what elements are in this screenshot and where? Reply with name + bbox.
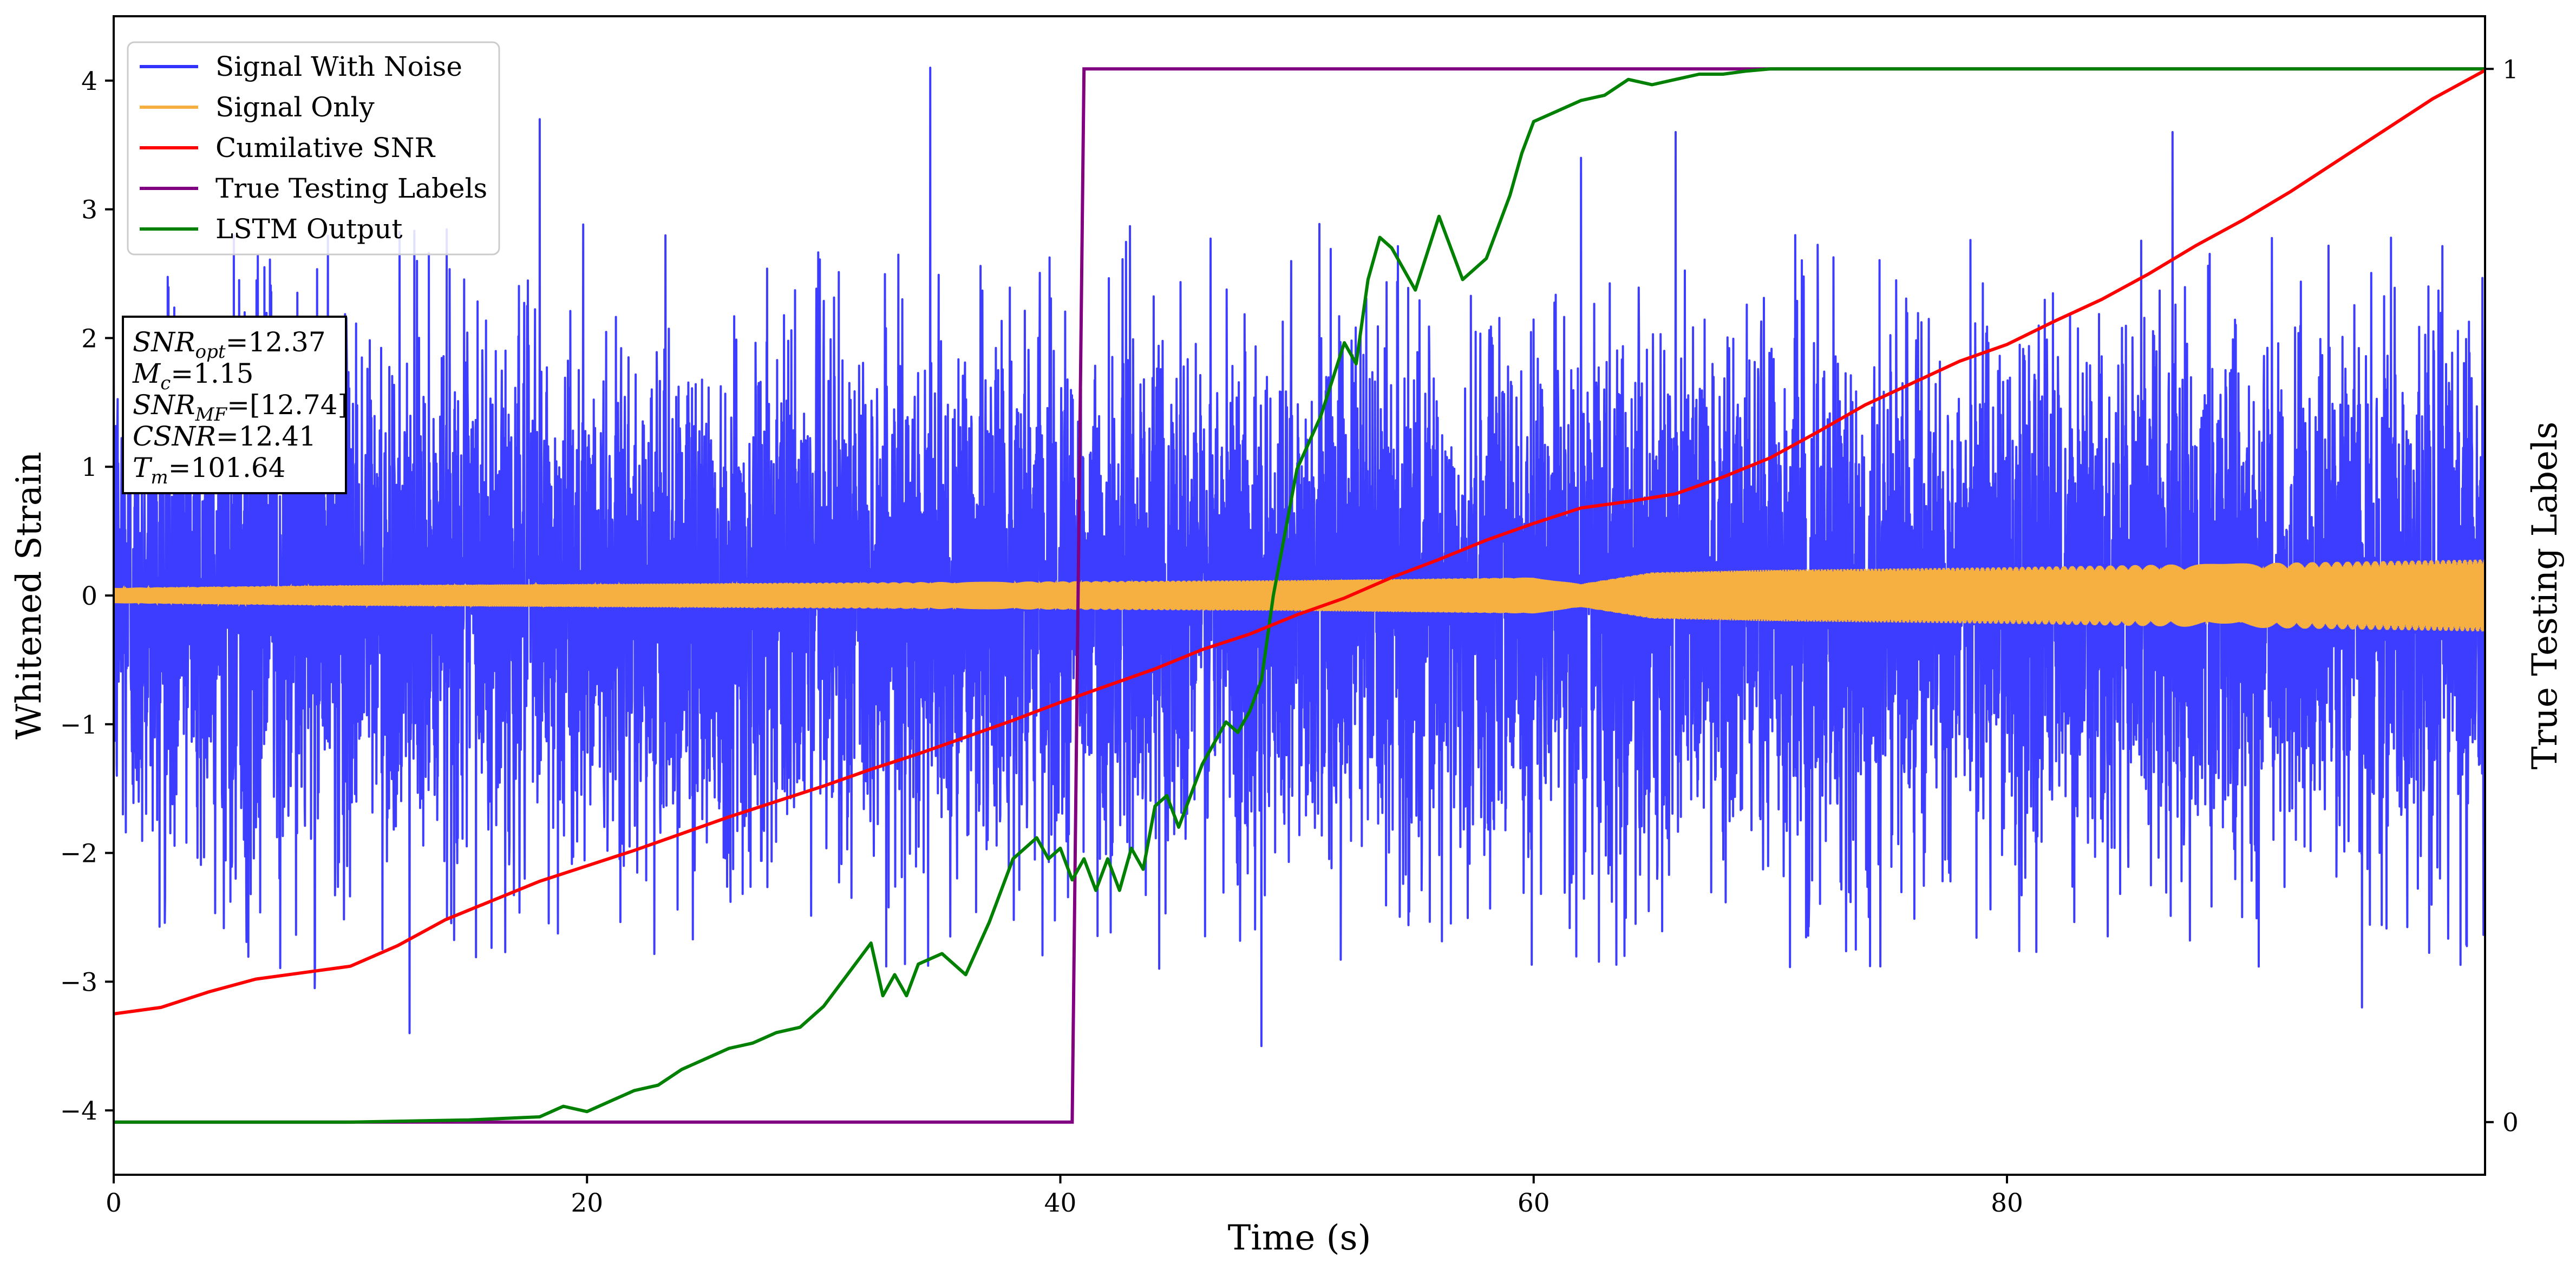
info-box-line: SNRopt=12.37: [133, 326, 326, 363]
y-tick-label: 3: [81, 195, 97, 225]
info-box: SNRopt=12.37Mc=1.15SNRMF=[12.74]CSNR=12.…: [122, 316, 348, 494]
legend-label: Signal With Noise: [215, 51, 462, 82]
info-box-line: Tm=101.64: [133, 452, 285, 488]
y-tick-label: 0: [81, 581, 97, 611]
x-tick-label: 0: [106, 1188, 122, 1218]
info-box-line: SNRMF=[12.74]: [133, 389, 348, 426]
y-axis-left: −4 −3 −2 −1 0 1 2 3 4: [60, 67, 114, 1126]
info-box-frame: [122, 316, 347, 494]
x-axis-label: Time (s): [1228, 1218, 1371, 1258]
x-tick-label: 60: [1518, 1188, 1550, 1218]
legend-label: Cumilative SNR: [215, 132, 435, 163]
legend: Signal With Noise Signal Only Cumilative S…: [127, 41, 500, 256]
info-box-line: Mc=1.15: [132, 358, 253, 394]
cumilative-snr-line: [114, 69, 2485, 1016]
plot-area: [114, 67, 2485, 1124]
y-tick-label: 4: [81, 67, 97, 96]
y-tick-label: −4: [60, 1096, 97, 1126]
legend-label: Signal Only: [215, 91, 375, 123]
info-box-line: CSNR=12.41: [133, 421, 316, 452]
y-axis-right: 01: [2485, 55, 2519, 1138]
legend-label: True Testing Labels: [215, 173, 487, 204]
y2-tick-label: 1: [2502, 55, 2519, 84]
y-tick-label: −3: [60, 967, 97, 997]
y2-axis-label: True Testing Labels: [2525, 422, 2565, 770]
legend-box: [127, 41, 500, 256]
y-tick-label: −2: [60, 839, 97, 869]
lstm-output-line: [114, 67, 2485, 1124]
legend-label: LSTM Output: [215, 213, 402, 245]
signal-with-noise-line: [114, 67, 2485, 1048]
signal-only-line: [114, 559, 2485, 632]
y2-tick-label: 0: [2502, 1108, 2519, 1138]
y-tick-label: −1: [60, 710, 97, 740]
x-axis: 0 20 40 60 80: [106, 1175, 2023, 1218]
x-tick-label: 20: [571, 1188, 603, 1218]
x-tick-label: 80: [1991, 1188, 2023, 1218]
y-tick-label: 2: [81, 324, 97, 354]
y-tick-label: 1: [81, 453, 97, 482]
x-tick-label: 40: [1044, 1188, 1077, 1218]
y-axis-label: Whitened Strain: [9, 451, 49, 739]
